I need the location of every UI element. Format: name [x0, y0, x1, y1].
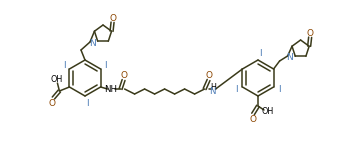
Text: I: I — [104, 61, 107, 71]
Text: I: I — [63, 61, 66, 71]
Text: NH: NH — [104, 85, 117, 93]
Text: O: O — [109, 14, 116, 23]
Text: O: O — [250, 114, 257, 124]
Text: OH: OH — [50, 74, 63, 84]
Text: N: N — [286, 53, 293, 61]
Text: O: O — [120, 72, 127, 80]
Text: N: N — [89, 38, 95, 48]
Text: I: I — [235, 85, 238, 93]
Text: H: H — [211, 83, 217, 91]
Text: O: O — [307, 29, 314, 38]
Text: I: I — [259, 50, 261, 58]
Text: OH: OH — [262, 108, 274, 116]
Text: I: I — [278, 85, 281, 93]
Text: I: I — [86, 98, 88, 108]
Text: O: O — [205, 72, 212, 80]
Text: O: O — [49, 98, 56, 108]
Text: N: N — [209, 87, 216, 95]
